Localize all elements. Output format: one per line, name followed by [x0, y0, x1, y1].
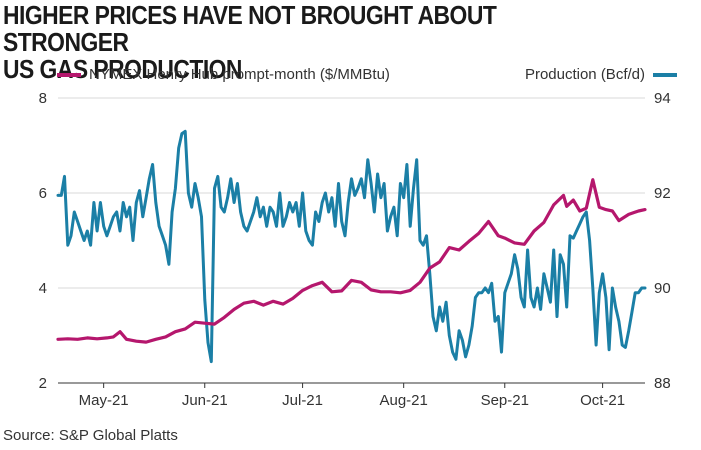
y-axis-right: 88 90 92 94 — [654, 90, 671, 392]
y-right-tick-label-1: 90 — [654, 280, 671, 297]
legend-item-production: Production (Bcf/d) — [525, 66, 677, 83]
y-left-tick-label-1: 4 — [39, 280, 47, 297]
x-tick-label-0: May-21 — [79, 392, 129, 409]
series-lines — [56, 129, 647, 364]
legend-item-price: NYMEX Henry Hub prompt-month ($/MMBtu) — [57, 66, 390, 83]
chart-title: HIGHER PRICES HAVE NOT BROUGHT ABOUT STR… — [3, 2, 610, 83]
series-line-price — [56, 178, 647, 344]
y-left-tick-label-3: 8 — [39, 90, 47, 107]
chart-plot: 2 4 6 8 88 90 92 94 May-21 Jun-21 Jul-21 Aug-21 Se… — [39, 90, 671, 409]
x-tick-label-3: Aug-21 — [379, 392, 427, 409]
x-tick-label-4: Sep-21 — [481, 392, 529, 409]
legend: NYMEX Henry Hub prompt-month ($/MMBtu) P… — [0, 66, 701, 88]
y-left-tick-label-0: 2 — [39, 375, 47, 392]
x-tick-label-2: Jul-21 — [282, 392, 323, 409]
legend-label-production: Production (Bcf/d) — [524, 66, 645, 83]
y-right-tick-label-0: 88 — [654, 375, 671, 392]
x-tick-label-1: Jun-21 — [182, 392, 228, 409]
x-tick-label-5: Oct-21 — [580, 392, 625, 409]
y-axis-left: 2 4 6 8 — [39, 90, 47, 392]
series-line-production — [56, 129, 647, 364]
legend-label-price: NYMEX Henry Hub prompt-month ($/MMBtu) — [89, 66, 390, 83]
gridlines — [58, 97, 645, 384]
y-left-tick-label-2: 6 — [39, 185, 47, 202]
y-right-tick-label-2: 92 — [654, 185, 671, 202]
source-note: Source: S&P Global Platts — [3, 427, 178, 444]
chart-title-line-2: US GAS PRODUCTION — [3, 54, 242, 84]
legend-swatch-production — [653, 72, 677, 77]
legend-swatch-price — [57, 72, 81, 77]
y-right-tick-label-3: 94 — [654, 90, 671, 107]
x-axis: May-21 Jun-21 Jul-21 Aug-21 Sep-21 Oct-21 — [58, 382, 645, 409]
chart-title-line-1: HIGHER PRICES HAVE NOT BROUGHT ABOUT STR… — [3, 0, 497, 57]
